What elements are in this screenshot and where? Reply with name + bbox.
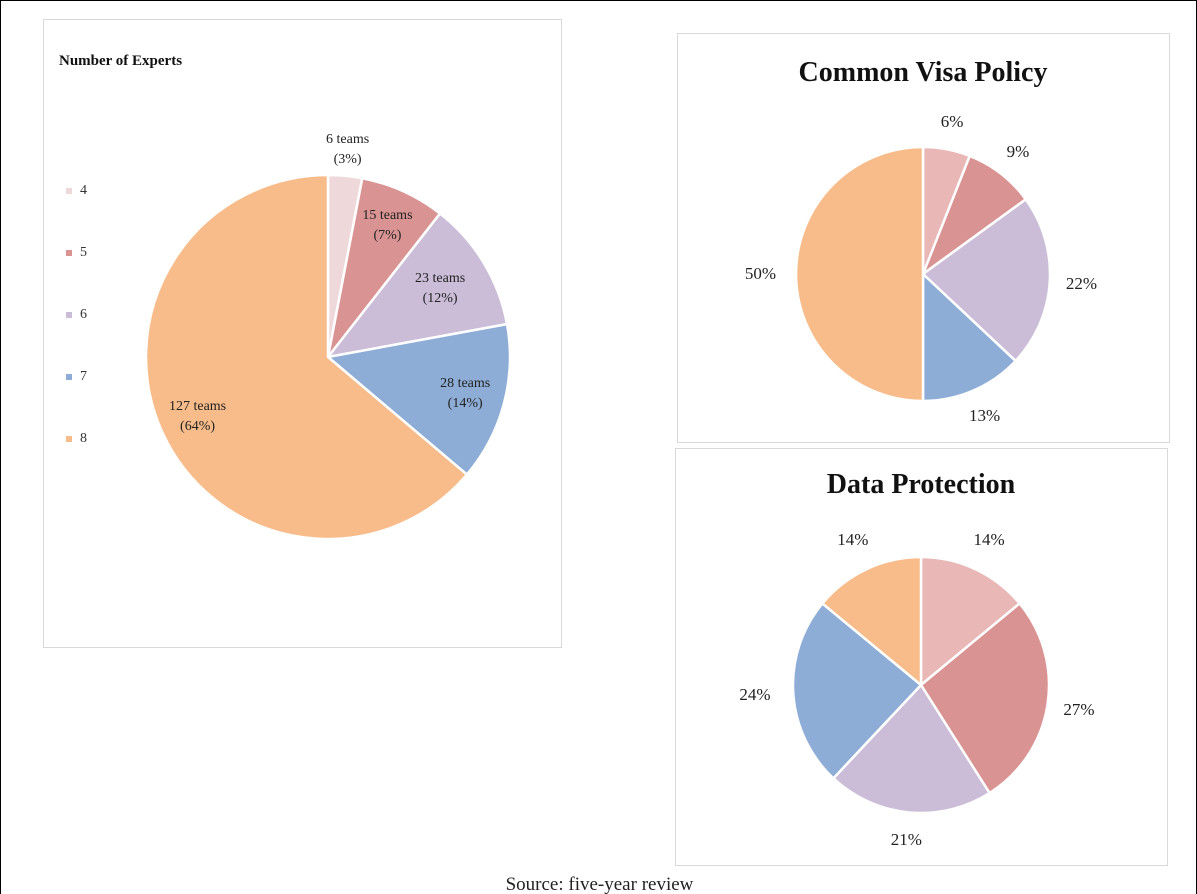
pie-slice: [144, 173, 469, 541]
legend-label: 8: [80, 431, 87, 446]
legend-swatch: [66, 250, 72, 256]
pie-slice: [831, 682, 992, 815]
data-label: 14%: [973, 530, 1005, 550]
data-label: 22%: [1065, 273, 1098, 293]
pie-slice: [919, 555, 1022, 688]
legend-label: 7: [80, 369, 87, 384]
pie-slice: [325, 322, 512, 477]
data-label: 14%: [837, 530, 869, 550]
data-label: 23 teams (12%): [415, 271, 466, 307]
legend-swatch: [66, 312, 72, 318]
chart-title: Number of Experts: [59, 53, 183, 69]
caption: Source: five-year review: [505, 874, 694, 894]
legend-swatch: [66, 374, 72, 380]
legend-label: 5: [80, 245, 87, 260]
legend-label: 4: [80, 183, 87, 198]
data-label: 21%: [890, 830, 922, 850]
data-label: 9%: [1006, 141, 1030, 161]
data-label: 127 teams (64%): [168, 399, 227, 435]
data-label: 6%: [940, 111, 964, 131]
chart-title: Common Visa Policy: [798, 57, 1048, 88]
data-label: 50%: [744, 264, 777, 283]
data-label: 27%: [1063, 700, 1095, 720]
pie-slice: [794, 145, 925, 403]
pie-slice: [820, 555, 923, 688]
data-label: 28 teams (14%): [440, 375, 491, 411]
pie-slice: [919, 601, 1051, 795]
pie-slice: [791, 601, 923, 781]
chart-title: Data Protection: [826, 469, 1016, 500]
pie-slice: [324, 211, 509, 359]
legend-label: 6: [80, 307, 87, 322]
legend-swatch: [66, 188, 72, 194]
legend-swatch: [66, 436, 72, 442]
data-label: 6 teams (3%): [326, 132, 370, 168]
data-label: 24%: [739, 685, 771, 705]
pie-slice: [921, 271, 1018, 403]
data-label: 15 teams (7%): [362, 208, 413, 244]
pie-slice: [921, 197, 1052, 363]
data-label: 13%: [968, 406, 1001, 426]
